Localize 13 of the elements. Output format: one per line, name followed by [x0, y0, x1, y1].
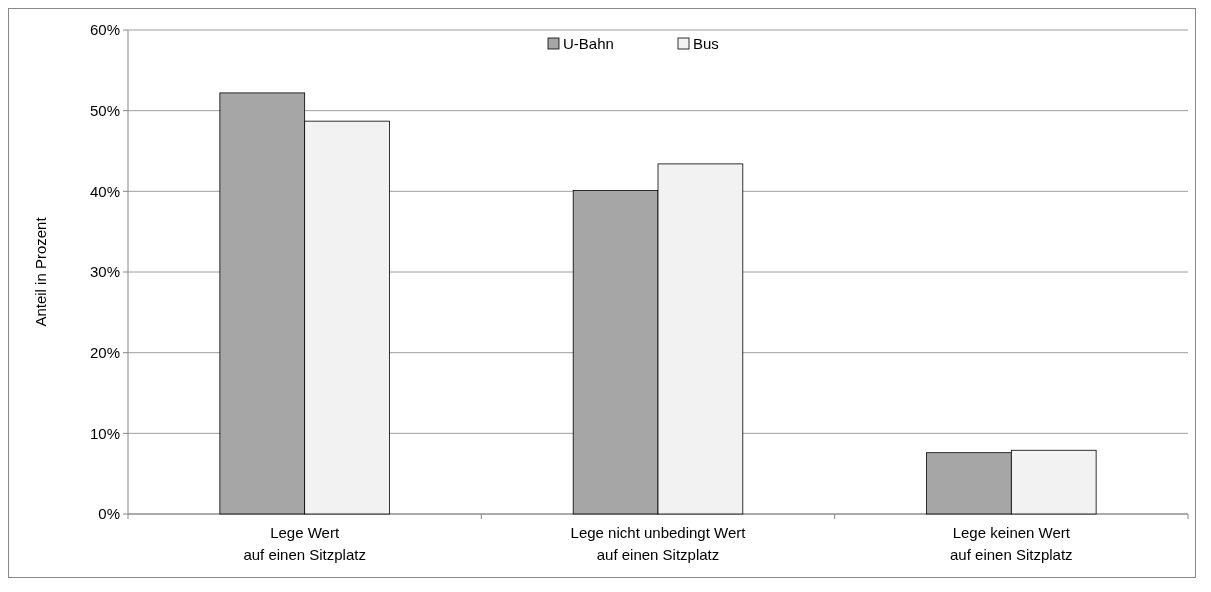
y-tick-label: 50%	[89, 101, 120, 119]
y-tick-label: 10%	[89, 424, 120, 442]
legend-label: U-Bahn	[563, 35, 614, 53]
legend-label: Bus	[693, 35, 719, 53]
x-tick-label: Lege Wert auf einen Sitzplatz	[243, 524, 366, 563]
y-axis-title: Anteil in Prozent	[32, 216, 49, 327]
y-tick-label: 60%	[89, 21, 120, 39]
x-tick-label: Lege keinen Wert auf einen Sitzplatz	[950, 524, 1073, 563]
y-tick-label: 20%	[89, 343, 120, 361]
y-tick-label: 40%	[89, 182, 120, 200]
y-tick-label: 0%	[98, 505, 120, 523]
y-tick-label: 30%	[89, 263, 120, 281]
x-tick-label: Lege nicht unbedingt Wert auf einen Sitzplatz	[570, 524, 747, 563]
